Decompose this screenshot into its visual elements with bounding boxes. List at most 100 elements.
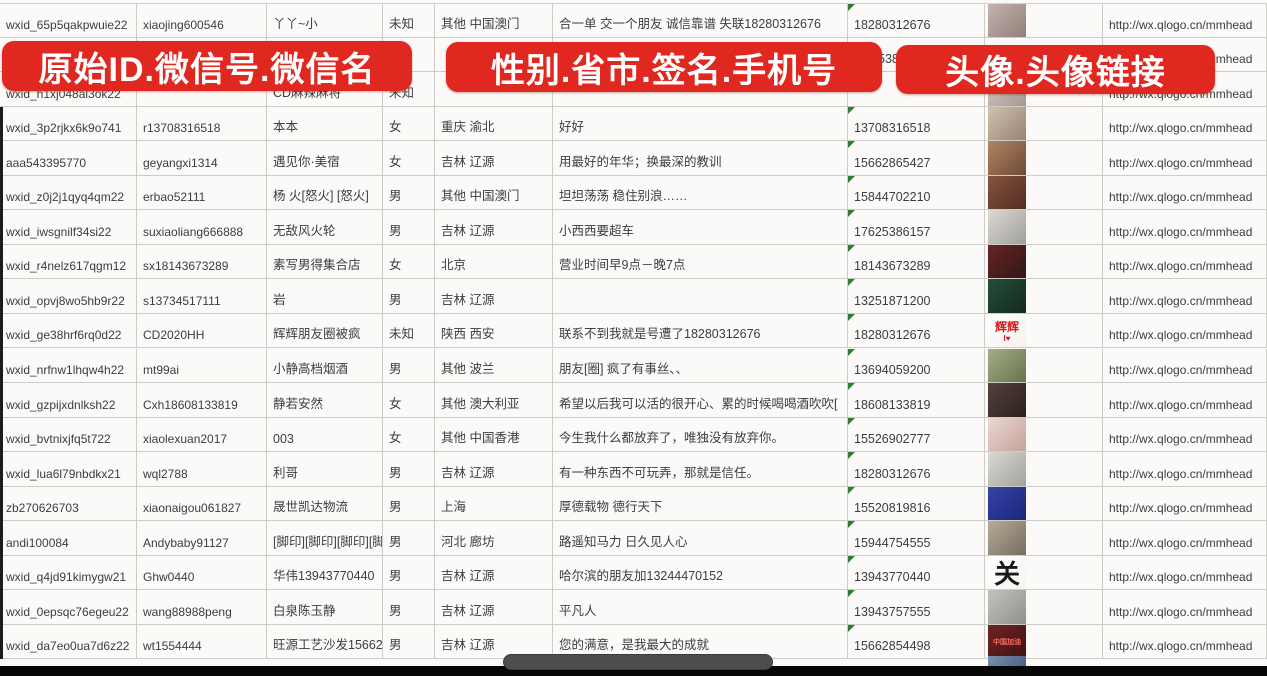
gender-cell[interactable]: 女 — [383, 141, 435, 175]
original-id-cell[interactable]: wxid_65p5qakpwuie22 — [0, 4, 137, 37]
signature-cell[interactable]: 您的满意，是我最大的成就 — [553, 624, 848, 659]
wechat-id-cell[interactable]: geyangxi1314 — [137, 141, 267, 175]
signature-cell[interactable]: 合一单 交一个朋友 诚信靠谱 失联18280312676 — [553, 4, 848, 37]
wechat-name-cell[interactable]: 华伟13943770440 — [267, 555, 383, 590]
wechat-id-cell[interactable]: CD2020HH — [137, 313, 267, 348]
wechat-id-cell[interactable]: Andybaby91127 — [137, 521, 267, 555]
original-id-cell[interactable]: wxid_z0j2j1qyq4qm22 — [0, 175, 137, 210]
region-cell[interactable]: 吉林 辽源 — [435, 624, 553, 659]
wechat-name-cell[interactable]: 岩 — [267, 279, 383, 313]
signature-cell[interactable]: 朋友[圈] 疯了有事丝、、 — [553, 348, 848, 383]
wechat-name-cell[interactable]: 白泉陈玉静 — [267, 590, 383, 624]
region-cell[interactable]: 北京 — [435, 244, 553, 279]
region-cell[interactable]: 吉林 辽源 — [435, 555, 553, 590]
avatar-url-cell[interactable]: http://wx.qlogo.cn/mmhead — [1103, 175, 1267, 210]
avatar-url-cell[interactable]: http://wx.qlogo.cn/mmhead — [1103, 141, 1267, 175]
avatar-cell[interactable] — [985, 4, 1103, 37]
phone-cell[interactable]: 13943757555 — [848, 590, 985, 624]
region-cell[interactable]: 吉林 辽源 — [435, 452, 553, 486]
avatar-url-cell[interactable]: http://wx.qlogo.cn/mmhead — [1103, 486, 1267, 521]
region-cell[interactable]: 其他 澳大利亚 — [435, 383, 553, 417]
gender-cell[interactable]: 男 — [383, 555, 435, 590]
avatar-cell[interactable] — [985, 486, 1103, 521]
original-id-cell[interactable]: wxid_bvtnixjfq5t722 — [0, 417, 137, 452]
avatar-url-cell[interactable]: http://wx.qlogo.cn/mmhead — [1103, 521, 1267, 555]
signature-cell[interactable]: 平凡人 — [553, 590, 848, 624]
original-id-cell[interactable]: wxid_gzpijxdnlksh22 — [0, 383, 137, 417]
avatar-cell[interactable]: 中国加油 — [985, 624, 1103, 659]
horizontal-scrollbar-thumb[interactable] — [504, 655, 772, 669]
avatar-cell[interactable]: 关 — [985, 555, 1103, 590]
wechat-name-cell[interactable]: 遇见你·美宿 — [267, 141, 383, 175]
original-id-cell[interactable]: wxid_nrfnw1lhqw4h22 — [0, 348, 137, 383]
gender-cell[interactable]: 女 — [383, 244, 435, 279]
signature-cell[interactable]: 有一种东西不可玩弄，那就是信任。 — [553, 452, 848, 486]
original-id-cell[interactable]: wxid_3p2rjkx6k9o741 — [0, 106, 137, 141]
phone-cell[interactable]: 15520819816 — [848, 486, 985, 521]
wechat-name-cell[interactable]: 丫丫~小 — [267, 4, 383, 37]
avatar-cell[interactable] — [985, 141, 1103, 175]
wechat-name-cell[interactable]: 素写男得集合店 — [267, 244, 383, 279]
signature-cell[interactable]: 好好 — [553, 106, 848, 141]
region-cell[interactable]: 河北 廊坊 — [435, 521, 553, 555]
phone-cell[interactable]: 17625386157 — [848, 210, 985, 244]
signature-cell[interactable]: 今生我什么都放弃了，唯独没有放弃你。 — [553, 417, 848, 452]
phone-cell[interactable]: 18280312676 — [848, 313, 985, 348]
wechat-name-cell[interactable]: 旺源工艺沙发15662854 — [267, 624, 383, 659]
gender-cell[interactable]: 男 — [383, 175, 435, 210]
phone-cell[interactable]: 18280312676 — [848, 452, 985, 486]
wechat-name-cell[interactable]: 辉辉朋友圈被疯 — [267, 313, 383, 348]
gender-cell[interactable]: 未知 — [383, 4, 435, 37]
wechat-name-cell[interactable]: 晟世凯达物流 — [267, 486, 383, 521]
wechat-id-cell[interactable]: mt99ai — [137, 348, 267, 383]
avatar-url-cell[interactable]: http://wx.qlogo.cn/mmhead — [1103, 555, 1267, 590]
signature-cell[interactable]: 路遥知马力 日久见人心 — [553, 521, 848, 555]
wechat-name-cell[interactable]: 小静高档烟酒 — [267, 348, 383, 383]
gender-cell[interactable]: 男 — [383, 486, 435, 521]
signature-cell[interactable]: 哈尔滨的朋友加13244470152 — [553, 555, 848, 590]
region-cell[interactable]: 其他 中国澳门 — [435, 4, 553, 37]
avatar-url-cell[interactable]: http://wx.qlogo.cn/mmhead — [1103, 244, 1267, 279]
avatar-cell[interactable]: 辉辉 I♥ — [985, 313, 1103, 348]
wechat-name-cell[interactable]: 利哥 — [267, 452, 383, 486]
original-id-cell[interactable]: aaa543395770 — [0, 141, 137, 175]
avatar-cell[interactable] — [985, 244, 1103, 279]
original-id-cell[interactable]: wxid_opvj8wo5hb9r22 — [0, 279, 137, 313]
gender-cell[interactable]: 男 — [383, 279, 435, 313]
gender-cell[interactable]: 男 — [383, 348, 435, 383]
avatar-cell[interactable] — [985, 383, 1103, 417]
avatar-url-cell[interactable]: http://wx.qlogo.cn/mmhead — [1103, 348, 1267, 383]
phone-cell[interactable]: 15844702210 — [848, 175, 985, 210]
signature-cell[interactable]: 联系不到我就是号遭了18280312676 — [553, 313, 848, 348]
wechat-id-cell[interactable]: wql2788 — [137, 452, 267, 486]
gender-cell[interactable]: 女 — [383, 417, 435, 452]
avatar-url-cell[interactable]: http://wx.qlogo.cn/mmhead — [1103, 452, 1267, 486]
region-cell[interactable]: 吉林 辽源 — [435, 210, 553, 244]
original-id-cell[interactable]: wxid_ge38hrf6rq0d22 — [0, 313, 137, 348]
avatar-cell[interactable] — [985, 175, 1103, 210]
region-cell[interactable]: 陕西 西安 — [435, 313, 553, 348]
phone-cell[interactable]: 13251871200 — [848, 279, 985, 313]
avatar-cell[interactable] — [985, 590, 1103, 624]
avatar-url-cell[interactable]: http://wx.qlogo.cn/mmhead — [1103, 279, 1267, 313]
avatar-url-cell[interactable]: http://wx.qlogo.cn/mmhead — [1103, 590, 1267, 624]
gender-cell[interactable]: 女 — [383, 106, 435, 141]
wechat-id-cell[interactable]: s13734517111 — [137, 279, 267, 313]
avatar-cell[interactable] — [985, 210, 1103, 244]
wechat-id-cell[interactable]: sx18143673289 — [137, 244, 267, 279]
wechat-id-cell[interactable]: r13708316518 — [137, 106, 267, 141]
original-id-cell[interactable]: andi100084 — [0, 521, 137, 555]
wechat-name-cell[interactable]: 003 — [267, 417, 383, 452]
avatar-cell[interactable] — [985, 417, 1103, 452]
wechat-name-cell[interactable]: 杨 火[怒火] [怒火] — [267, 175, 383, 210]
region-cell[interactable]: 重庆 渝北 — [435, 106, 553, 141]
signature-cell[interactable] — [553, 279, 848, 313]
gender-cell[interactable]: 男 — [383, 590, 435, 624]
gender-cell[interactable]: 男 — [383, 210, 435, 244]
signature-cell[interactable]: 希望以后我可以活的很开心、累的时候喝喝酒吹吹[ — [553, 383, 848, 417]
avatar-cell[interactable] — [985, 521, 1103, 555]
phone-cell[interactable]: 15662854498 — [848, 624, 985, 659]
phone-cell[interactable]: 13943770440 — [848, 555, 985, 590]
original-id-cell[interactable]: wxid_iwsgnilf34si22 — [0, 210, 137, 244]
avatar-url-cell[interactable]: http://wx.qlogo.cn/mmhead — [1103, 417, 1267, 452]
